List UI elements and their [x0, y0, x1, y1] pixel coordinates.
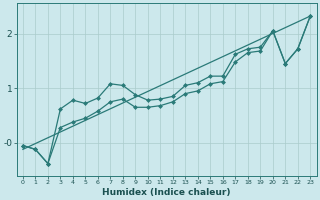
X-axis label: Humidex (Indice chaleur): Humidex (Indice chaleur)	[102, 188, 231, 197]
